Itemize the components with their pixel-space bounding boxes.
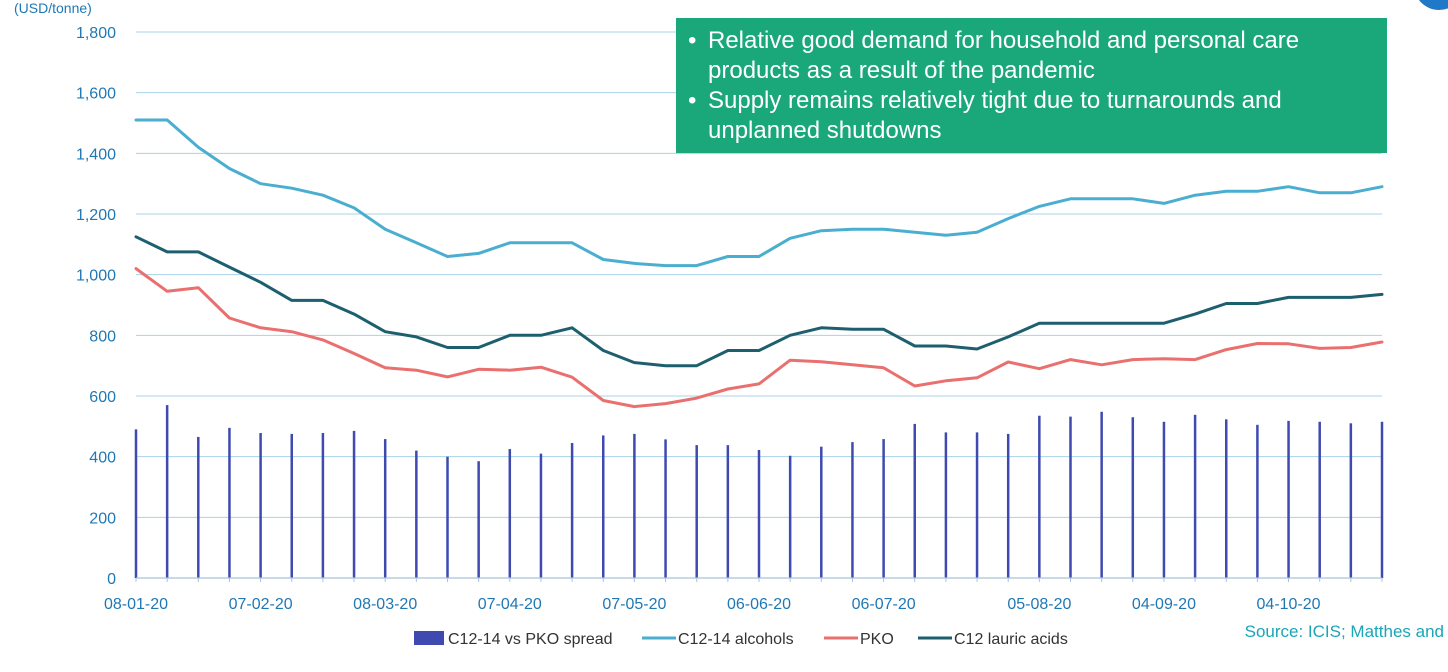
spread-bar	[415, 450, 418, 578]
spread-bar	[1380, 421, 1384, 578]
spread-bar	[508, 449, 512, 578]
spread-bar	[1193, 414, 1197, 578]
y-tick-label: 1,200	[76, 207, 116, 224]
y-tick-label: 400	[89, 450, 116, 467]
y-tick-label: 0	[107, 571, 116, 588]
legend: C12-14 vs PKO spread C12-14 alcohols PKO C1…	[414, 631, 1068, 648]
series-line-pko	[134, 267, 1384, 409]
spread-bar	[290, 433, 293, 578]
spread-bar	[975, 432, 979, 578]
series-line-c12-lauric-acids	[134, 235, 1384, 368]
spread-bar	[134, 429, 138, 578]
y-tick-label: 1,000	[76, 268, 116, 285]
spread-bar	[1131, 417, 1135, 578]
legend-label: C12 lauric acids	[954, 631, 1068, 648]
spread-bar	[165, 405, 169, 578]
spread-bar	[1318, 421, 1321, 578]
spread-bar	[383, 439, 387, 578]
spread-bar	[695, 445, 698, 578]
spread-bar	[1225, 419, 1228, 578]
axes: 0 200 400 600 800 1,000 1,200 1,400 1,600 1,800 08…	[76, 25, 1383, 613]
spread-bar	[539, 453, 543, 578]
spread-bar	[633, 433, 636, 578]
spread-bar	[321, 433, 325, 578]
x-tick-label: 06-06-20	[727, 596, 791, 613]
x-tick-label: 07-05-20	[602, 596, 666, 613]
callout-bullet-text: Supply remains relatively tight due to t…	[708, 87, 1282, 144]
spread-bar	[1100, 411, 1103, 578]
callout-bullet-text: Relative good demand for household and p…	[708, 27, 1300, 84]
spread-bar	[1162, 421, 1166, 578]
legend-label: C12-14 vs PKO spread	[448, 631, 613, 648]
y-tick-label: 1,800	[76, 25, 116, 42]
x-tick-label: 07-04-20	[478, 596, 542, 613]
spread-bar	[664, 439, 667, 578]
callout-bullet: • Relative good demand for household and…	[688, 26, 1373, 86]
spread-bar	[197, 436, 200, 578]
spread-bar	[228, 427, 231, 578]
source-note: Source: ICIS; Matthes and	[1244, 622, 1444, 641]
spread-bar	[913, 423, 916, 578]
spread-bar	[570, 443, 574, 578]
spread-bar	[1038, 415, 1041, 578]
brand-disc	[1414, 0, 1448, 10]
spread-bar	[726, 445, 730, 578]
spread-bar	[602, 435, 605, 578]
series-lines	[134, 118, 1384, 409]
spread-bar	[259, 433, 262, 578]
legend-label: C12-14 alcohols	[678, 631, 794, 648]
spread-bar	[851, 442, 854, 578]
x-tick-label: 04-10-20	[1257, 596, 1321, 613]
commentary-callout: • Relative good demand for household and…	[676, 18, 1387, 153]
spread-bar	[477, 461, 480, 578]
x-tick-label: 08-03-20	[353, 596, 417, 613]
y-tick-label: 1,600	[76, 86, 116, 103]
legend-swatch	[414, 631, 444, 645]
brand-mark	[1398, 0, 1448, 12]
bullet-marker: •	[688, 27, 697, 54]
legend-label: PKO	[860, 631, 894, 648]
x-tick-label: 06-07-20	[852, 596, 916, 613]
spread-bar	[446, 456, 449, 578]
spread-bar	[820, 446, 823, 578]
spread-bar	[1069, 416, 1072, 578]
spread-bar	[882, 439, 885, 578]
y-tick-label: 600	[89, 389, 116, 406]
spread-bar	[1006, 433, 1010, 578]
spread-bar	[944, 432, 948, 578]
bullet-marker: •	[688, 87, 697, 114]
spread-bar	[757, 449, 761, 578]
x-tick-label: 08-01-20	[104, 596, 168, 613]
x-tick-label: 05-08-20	[1007, 596, 1071, 613]
x-tick-label: 07-02-20	[229, 596, 293, 613]
callout-bullet: • Supply remains relatively tight due to…	[688, 86, 1373, 146]
series-line-c12-14-alcohols	[134, 118, 1384, 268]
spread-bar	[1256, 424, 1259, 578]
spread-bar	[788, 455, 792, 578]
y-axis-unit-label: (USD/tonne)	[14, 0, 92, 16]
spread-bars	[134, 405, 1384, 578]
y-tick-label: 1,400	[76, 146, 116, 163]
spread-bar	[1349, 423, 1353, 578]
spread-bar	[352, 430, 356, 578]
y-tick-label: 800	[89, 328, 116, 345]
y-tick-label: 200	[89, 510, 116, 527]
x-tick-label: 04-09-20	[1132, 596, 1196, 613]
spread-bar	[1287, 420, 1290, 578]
